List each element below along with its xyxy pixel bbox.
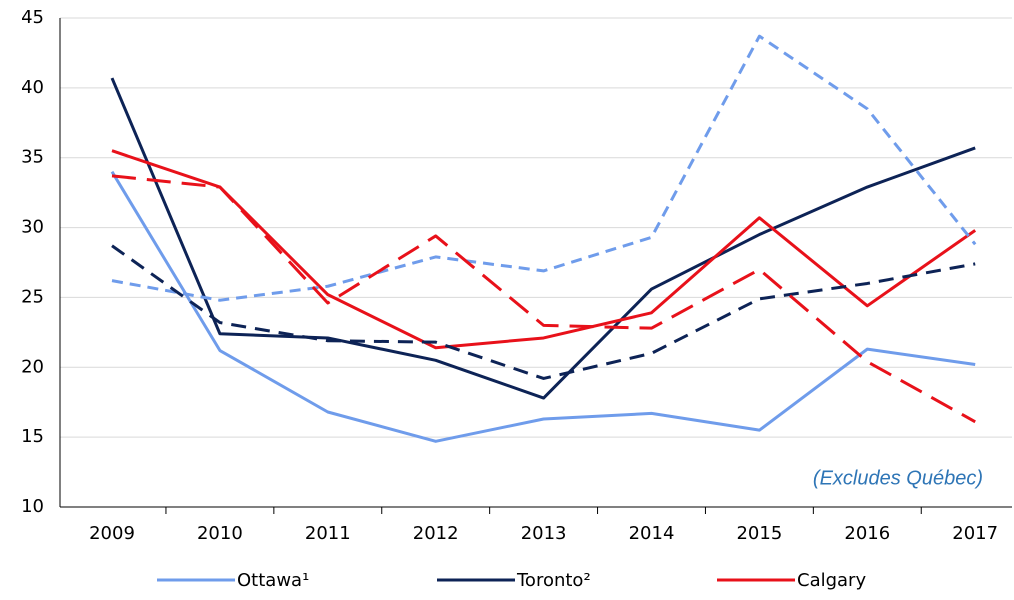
y-tick-label: 25 — [21, 286, 44, 307]
series-line — [110, 170, 976, 443]
series-line — [111, 174, 976, 424]
y-tick-label: 15 — [21, 426, 44, 447]
y-tick-label: 40 — [21, 77, 44, 98]
legend-label: Toronto² — [516, 570, 591, 591]
y-tick-label: 45 — [21, 7, 44, 28]
series-line — [111, 149, 977, 350]
y-tick-label: 20 — [21, 356, 44, 377]
x-tick-label: 2014 — [629, 523, 675, 544]
x-tick-label: 2016 — [844, 523, 890, 544]
x-tick-label: 2013 — [521, 523, 567, 544]
x-tick-label: 2012 — [413, 523, 459, 544]
legend-label: Ottawa¹ — [237, 570, 309, 591]
y-tick-label: 35 — [21, 147, 44, 168]
x-tick-label: 2017 — [952, 523, 998, 544]
x-tick-label: 2015 — [736, 523, 782, 544]
x-tick-label: 2009 — [89, 523, 135, 544]
legend-label: Calgary — [797, 570, 866, 591]
y-tick-label: 10 — [21, 496, 44, 517]
x-tick-label: 2010 — [197, 523, 243, 544]
series-line — [111, 244, 976, 380]
y-tick-label: 30 — [21, 217, 44, 238]
x-tick-label: 2011 — [305, 523, 351, 544]
annotation: (Excludes Québec) — [813, 467, 983, 489]
series-line — [111, 34, 977, 302]
series-line — [110, 77, 976, 400]
